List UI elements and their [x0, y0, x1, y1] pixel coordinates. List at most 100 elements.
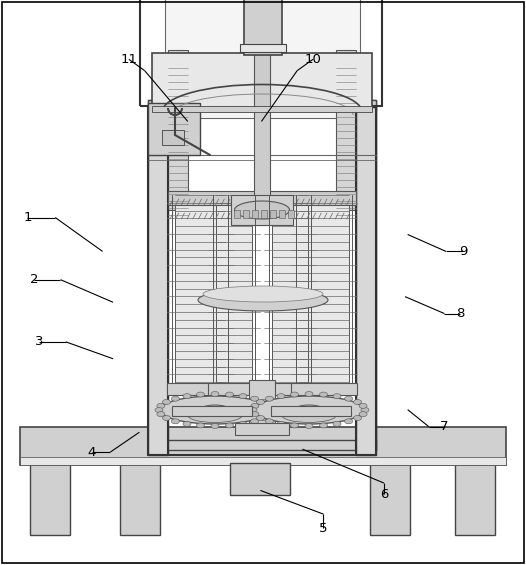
Bar [254, 25, 270, 225]
Ellipse shape [254, 396, 364, 424]
Bar [288, 210, 294, 218]
Text: 3: 3 [35, 335, 44, 349]
Bar [299, 195, 349, 390]
Ellipse shape [305, 424, 313, 428]
Bar [271, 406, 351, 416]
Ellipse shape [359, 412, 367, 416]
Ellipse shape [353, 399, 361, 405]
Ellipse shape [265, 403, 273, 408]
Ellipse shape [183, 394, 191, 399]
Ellipse shape [171, 419, 179, 424]
Text: 10: 10 [305, 53, 321, 66]
Ellipse shape [197, 392, 205, 397]
Ellipse shape [266, 419, 274, 424]
Bar [370, 463, 410, 535]
Bar [172, 406, 252, 416]
Bar [20, 457, 506, 465]
Bar [148, 103, 200, 155]
Bar [249, 380, 275, 430]
Ellipse shape [235, 201, 289, 219]
Text: 9: 9 [459, 245, 467, 258]
Ellipse shape [290, 392, 299, 397]
Text: 11: 11 [120, 53, 137, 66]
Text: 5: 5 [319, 521, 328, 535]
Bar [235, 423, 289, 435]
Ellipse shape [266, 396, 274, 401]
Bar [244, 0, 282, 55]
Text: 6: 6 [380, 488, 388, 501]
Ellipse shape [267, 407, 275, 412]
Ellipse shape [239, 421, 247, 427]
Bar [240, 44, 286, 52]
Ellipse shape [211, 424, 219, 428]
Bar [291, 383, 357, 395]
Bar [252, 210, 258, 218]
Bar [279, 210, 285, 218]
Ellipse shape [197, 423, 205, 428]
Ellipse shape [345, 419, 352, 424]
Bar [162, 130, 184, 145]
Bar [261, 210, 267, 218]
Ellipse shape [251, 412, 259, 416]
Ellipse shape [257, 399, 265, 405]
Bar [148, 100, 376, 110]
Ellipse shape [239, 394, 247, 399]
Bar [358, 100, 376, 450]
Bar [234, 210, 240, 218]
Bar [152, 53, 372, 108]
Ellipse shape [259, 415, 268, 420]
Ellipse shape [187, 407, 242, 423]
Ellipse shape [277, 394, 285, 399]
Bar [336, 50, 356, 210]
Bar [140, 0, 382, 106]
Bar [243, 210, 249, 218]
Ellipse shape [319, 423, 328, 428]
Ellipse shape [200, 405, 230, 415]
Text: 8: 8 [456, 307, 464, 320]
Ellipse shape [281, 407, 337, 423]
Ellipse shape [157, 412, 165, 416]
Bar [148, 100, 166, 450]
Bar [264, 383, 316, 395]
Bar [356, 107, 376, 455]
Bar [216, 195, 252, 390]
Bar [148, 107, 168, 455]
Ellipse shape [198, 289, 328, 311]
Ellipse shape [249, 407, 257, 412]
Ellipse shape [155, 407, 163, 412]
Ellipse shape [250, 419, 259, 424]
Bar [208, 383, 260, 395]
Ellipse shape [305, 392, 313, 397]
Bar [30, 463, 70, 535]
Bar [175, 195, 225, 390]
Ellipse shape [226, 423, 234, 428]
Ellipse shape [163, 399, 170, 405]
Ellipse shape [160, 396, 270, 424]
Ellipse shape [290, 423, 299, 428]
Ellipse shape [361, 407, 369, 412]
Ellipse shape [333, 421, 341, 427]
Ellipse shape [333, 394, 341, 399]
Bar [152, 106, 372, 112]
Ellipse shape [257, 415, 265, 420]
Ellipse shape [277, 421, 285, 427]
Bar [230, 463, 290, 495]
Ellipse shape [250, 396, 259, 401]
Ellipse shape [259, 399, 268, 405]
Ellipse shape [265, 412, 273, 416]
Bar [168, 191, 356, 205]
Text: 1: 1 [23, 211, 32, 224]
Text: 7: 7 [440, 420, 449, 433]
Bar [120, 463, 160, 535]
Text: 2: 2 [30, 273, 38, 286]
Ellipse shape [211, 392, 219, 397]
Bar [231, 195, 293, 225]
Bar [270, 210, 276, 218]
Ellipse shape [157, 403, 165, 408]
Bar [20, 427, 506, 465]
Ellipse shape [294, 405, 324, 415]
Ellipse shape [251, 403, 259, 408]
Bar [168, 50, 188, 210]
Ellipse shape [163, 415, 170, 420]
Ellipse shape [226, 392, 234, 397]
